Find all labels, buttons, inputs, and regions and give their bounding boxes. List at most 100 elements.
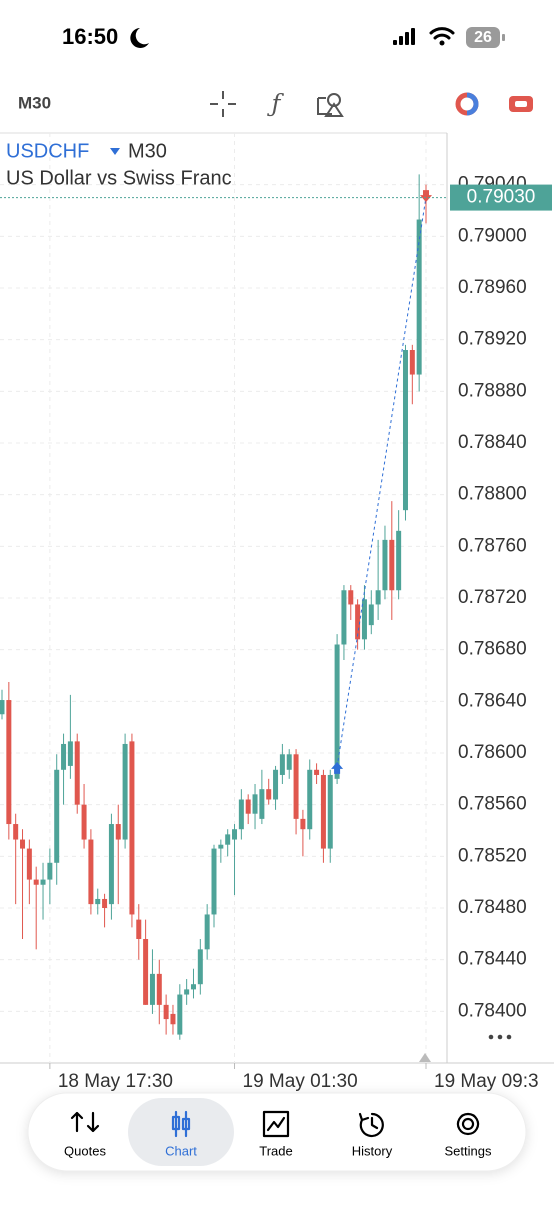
candle-body	[163, 1004, 169, 1020]
timeframe-button[interactable]: M30	[18, 93, 51, 112]
candle-body	[232, 829, 238, 840]
candle-body	[409, 350, 415, 375]
candle-body	[396, 530, 402, 591]
candle-body	[259, 789, 265, 819]
candle-body	[355, 604, 361, 640]
candle-body	[190, 984, 196, 990]
y-tick-label: 0.78520	[458, 845, 527, 866]
objects-icon[interactable]	[317, 93, 344, 117]
candle-body	[361, 599, 367, 640]
current-price-box	[450, 184, 552, 211]
candle-body	[102, 898, 108, 908]
nav-label[interactable]: Quotes	[64, 1143, 106, 1158]
y-tick-label: 0.78720	[458, 587, 527, 608]
candle-body	[334, 644, 340, 779]
y-tick-label: 0.78560	[458, 794, 527, 815]
candle-body	[26, 848, 32, 880]
nav-icon[interactable]	[171, 1110, 191, 1138]
candle-body	[54, 769, 60, 863]
candle-body	[156, 973, 162, 1005]
crosshair-icon[interactable]	[210, 91, 236, 117]
onclick-trading-inner	[515, 101, 527, 107]
candle-body	[0, 700, 5, 715]
candle-body	[88, 839, 94, 905]
status-time: 16:50	[62, 24, 118, 49]
y-tick-label: 0.78920	[458, 329, 527, 350]
candle-body	[327, 774, 333, 849]
candle-body	[40, 879, 46, 885]
candle-body	[47, 862, 53, 880]
x-tick-label: 19 May 01:30	[243, 1071, 358, 1092]
y-tick-label: 0.78800	[458, 484, 527, 505]
candle-body	[115, 824, 121, 840]
nav: Quotes Chart Trade History Settings	[64, 1098, 492, 1166]
y-tick-label: 0.78840	[458, 432, 527, 453]
candle-body	[252, 794, 258, 814]
candle-body	[341, 590, 347, 645]
candle-body	[300, 818, 306, 830]
candle-body	[129, 741, 135, 915]
battery-cap	[502, 34, 505, 41]
y-tick-label: 0.78640	[458, 690, 527, 711]
candle-body	[293, 754, 299, 819]
candle-body	[402, 350, 408, 511]
battery	[466, 27, 500, 48]
candle-body	[74, 741, 80, 805]
candle-body	[33, 879, 39, 885]
nav-label[interactable]: History	[352, 1143, 393, 1158]
y-tick-label: 0.78680	[458, 639, 527, 660]
nav-label[interactable]: Trade	[259, 1143, 292, 1158]
chart-timeframe: M30	[128, 140, 167, 162]
candle-body	[348, 590, 354, 605]
candle-body	[20, 839, 26, 849]
candle-body	[389, 539, 395, 591]
candle-body	[307, 769, 313, 830]
candle-body	[13, 824, 19, 840]
buy-marker	[331, 761, 344, 774]
signal-icon	[393, 28, 415, 45]
chart: 0.78400 0.78440 0.78480 0.78520 0.78560 0.786…	[0, 133, 552, 1092]
trade-line	[336, 197, 427, 767]
y-tick-label: 0.78760	[458, 535, 527, 556]
candle-body	[184, 989, 190, 995]
wifi-dot	[439, 40, 445, 46]
scroll-marker	[419, 1053, 431, 1062]
y-tick-label: 0.78480	[458, 897, 527, 918]
candle-body	[279, 754, 285, 775]
symbol-dropdown[interactable]	[110, 148, 120, 155]
candle-body	[286, 754, 292, 770]
candle-body	[81, 804, 87, 840]
nav-icon[interactable]	[456, 1112, 480, 1136]
candle-body	[177, 994, 183, 1035]
candle-body	[95, 898, 101, 905]
battery-level: 26	[474, 29, 492, 46]
sell-marker	[420, 190, 432, 203]
candle-body	[149, 973, 155, 1005]
candle-body	[375, 590, 381, 605]
candle-body	[245, 799, 251, 814]
more-icon[interactable]	[488, 1034, 512, 1040]
nav-bar	[27, 1092, 527, 1172]
nav-icon[interactable]	[358, 1112, 384, 1138]
candle-body	[6, 700, 12, 825]
candle-body	[136, 919, 142, 939]
candle-body	[204, 914, 210, 950]
candle-body	[197, 949, 203, 985]
nav-label[interactable]: Settings	[445, 1143, 492, 1158]
symbol[interactable]: USDCHF	[6, 140, 89, 162]
current-price-label: 0.79030	[467, 187, 536, 208]
candle-body	[67, 741, 73, 766]
candle-body	[416, 219, 422, 375]
nav-icon[interactable]	[70, 1111, 100, 1133]
candle-body	[382, 539, 388, 591]
candle-body	[143, 939, 149, 1005]
nav-label[interactable]: Chart	[165, 1143, 197, 1158]
nav-icon[interactable]	[262, 1110, 290, 1138]
wifi-icon	[429, 27, 455, 40]
candle-body	[225, 834, 231, 845]
y-tick-label: 0.78880	[458, 380, 527, 401]
candle-body	[108, 824, 114, 905]
candle-body	[273, 769, 279, 800]
indicators-icon[interactable]: ƒ	[267, 90, 285, 118]
